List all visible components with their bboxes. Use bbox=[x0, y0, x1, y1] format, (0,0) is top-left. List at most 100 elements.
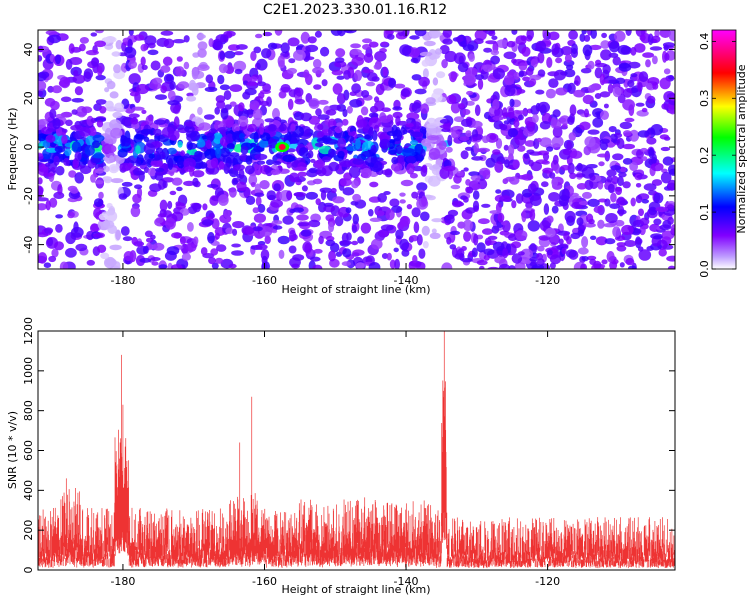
spectrogram-cell bbox=[635, 183, 642, 188]
spectrogram-cell bbox=[167, 157, 174, 170]
spectrogram-cell bbox=[92, 153, 105, 159]
spectrogram-cell bbox=[155, 167, 165, 173]
spectrogram-cell bbox=[233, 51, 244, 56]
spectrogram-cell bbox=[518, 251, 525, 256]
spectrogram-cell bbox=[177, 81, 190, 89]
spectrogram-cell bbox=[654, 30, 660, 38]
spectrogram-cell bbox=[504, 159, 510, 168]
spectrogram-cell bbox=[337, 137, 347, 149]
spectrogram-cell bbox=[215, 34, 229, 43]
spectrogram-cell bbox=[131, 236, 138, 246]
spectrogram-cell bbox=[454, 253, 464, 260]
spectrogram-cell bbox=[637, 82, 643, 93]
spectrogram-cell bbox=[197, 139, 206, 148]
spectrogram-cell bbox=[208, 257, 216, 265]
spectrogram-cell bbox=[571, 43, 578, 55]
spectrogram-cell bbox=[489, 210, 502, 215]
spectrogram-cell bbox=[526, 30, 534, 40]
spectrogram-cell bbox=[282, 154, 296, 163]
spectrogram-cell bbox=[123, 251, 134, 261]
spectrogram-cell bbox=[215, 257, 224, 264]
spectrogram-cell bbox=[645, 59, 651, 68]
spectrogram-cell bbox=[346, 135, 355, 142]
snr-series-line bbox=[38, 331, 675, 569]
spectrogram-cell bbox=[429, 232, 441, 239]
spectrogram-cell bbox=[313, 84, 322, 90]
spectrogram-cell bbox=[606, 251, 615, 263]
spectrogram-panel: -180 -160 -140 -120 -40 -20 0 20 40 Height of st… bbox=[6, 29, 676, 296]
spectrogram-cell bbox=[236, 44, 248, 50]
spectrogram-cell bbox=[314, 159, 326, 169]
spectrogram-cell bbox=[210, 248, 219, 256]
spectrogram-cell bbox=[616, 137, 625, 150]
spectrogram-cell bbox=[494, 161, 504, 173]
spectrogram-cell bbox=[351, 240, 359, 246]
spectrogram-cell bbox=[310, 158, 316, 163]
spectrogram-cell bbox=[547, 71, 560, 77]
spectrogram-cell bbox=[193, 236, 199, 245]
spectrogram-cell bbox=[401, 249, 410, 257]
spectrogram-cell bbox=[551, 178, 559, 187]
spectrogram-cell bbox=[350, 43, 361, 49]
spectrogram-cell bbox=[511, 58, 517, 64]
spectrogram-cell bbox=[416, 234, 423, 246]
spectrogram-cell bbox=[226, 143, 235, 150]
spectrogram-cell bbox=[422, 241, 429, 249]
spectrogram-cell bbox=[561, 188, 570, 200]
spectrogram-cell bbox=[317, 99, 329, 105]
spectrogram-cell bbox=[459, 136, 470, 142]
spectrogram-cell bbox=[341, 118, 349, 126]
spectrogram-cell bbox=[179, 169, 187, 174]
spectrogram-cell bbox=[583, 145, 592, 156]
spectrogram-cell bbox=[328, 221, 335, 233]
spectrogram-cell bbox=[622, 158, 633, 165]
spectrogram-cell bbox=[539, 220, 551, 232]
spectrogram-xtick-label: -180 bbox=[110, 274, 135, 287]
spectrogram-cell bbox=[341, 232, 349, 243]
spectrogram-cell bbox=[84, 145, 95, 156]
spectrogram-cell bbox=[70, 124, 83, 131]
spectrogram-cell bbox=[337, 30, 346, 37]
spectrogram-cell bbox=[380, 41, 388, 46]
spectrogram-cell bbox=[473, 38, 484, 45]
spectrogram-cell bbox=[242, 91, 251, 100]
spectrogram-cell bbox=[447, 134, 453, 146]
spectrogram-cell bbox=[300, 112, 312, 122]
spectrogram-cell bbox=[561, 123, 568, 128]
spectrogram-cell bbox=[642, 52, 654, 58]
spectrogram-cell bbox=[143, 143, 156, 155]
spectrogram-cell bbox=[345, 207, 352, 214]
spectrogram-cell bbox=[394, 258, 400, 269]
spectrogram-cell bbox=[249, 76, 258, 83]
spectrogram-cell bbox=[576, 217, 584, 226]
spectrogram-cell bbox=[90, 174, 96, 183]
spectrogram-cell bbox=[169, 190, 177, 196]
spectrogram-cell bbox=[245, 195, 256, 205]
spectrogram-cell bbox=[509, 98, 515, 108]
spectrogram-cell bbox=[261, 48, 272, 59]
spectrogram-cell bbox=[564, 68, 576, 78]
spectrogram-cell bbox=[503, 144, 509, 151]
spectrogram-cell bbox=[302, 241, 313, 253]
spectrogram-cell bbox=[104, 36, 117, 43]
spectrogram-cell bbox=[205, 139, 212, 150]
spectrogram-cell bbox=[175, 66, 185, 77]
spectrogram-cell bbox=[602, 64, 611, 75]
spectrogram-cell bbox=[38, 71, 50, 79]
spectrogram-cell bbox=[649, 46, 663, 51]
spectrogram-cell bbox=[65, 247, 77, 258]
spectrogram-cell bbox=[75, 243, 88, 252]
spectrogram-cell bbox=[418, 76, 430, 87]
spectrogram-cell bbox=[236, 181, 247, 192]
spectrogram-cell bbox=[622, 99, 635, 111]
spectrogram-cell bbox=[315, 198, 321, 206]
spectrogram-cell bbox=[526, 149, 535, 155]
spectrogram-cell bbox=[619, 262, 625, 268]
spectrogram-ytick-label: 0 bbox=[22, 144, 35, 151]
spectrogram-cell bbox=[381, 253, 389, 259]
spectrogram-cell bbox=[297, 222, 310, 227]
spectrogram-cell bbox=[225, 133, 234, 145]
spectrogram-cell bbox=[605, 213, 618, 224]
spectrogram-cell bbox=[67, 211, 75, 219]
spectrogram-cell bbox=[450, 184, 461, 190]
